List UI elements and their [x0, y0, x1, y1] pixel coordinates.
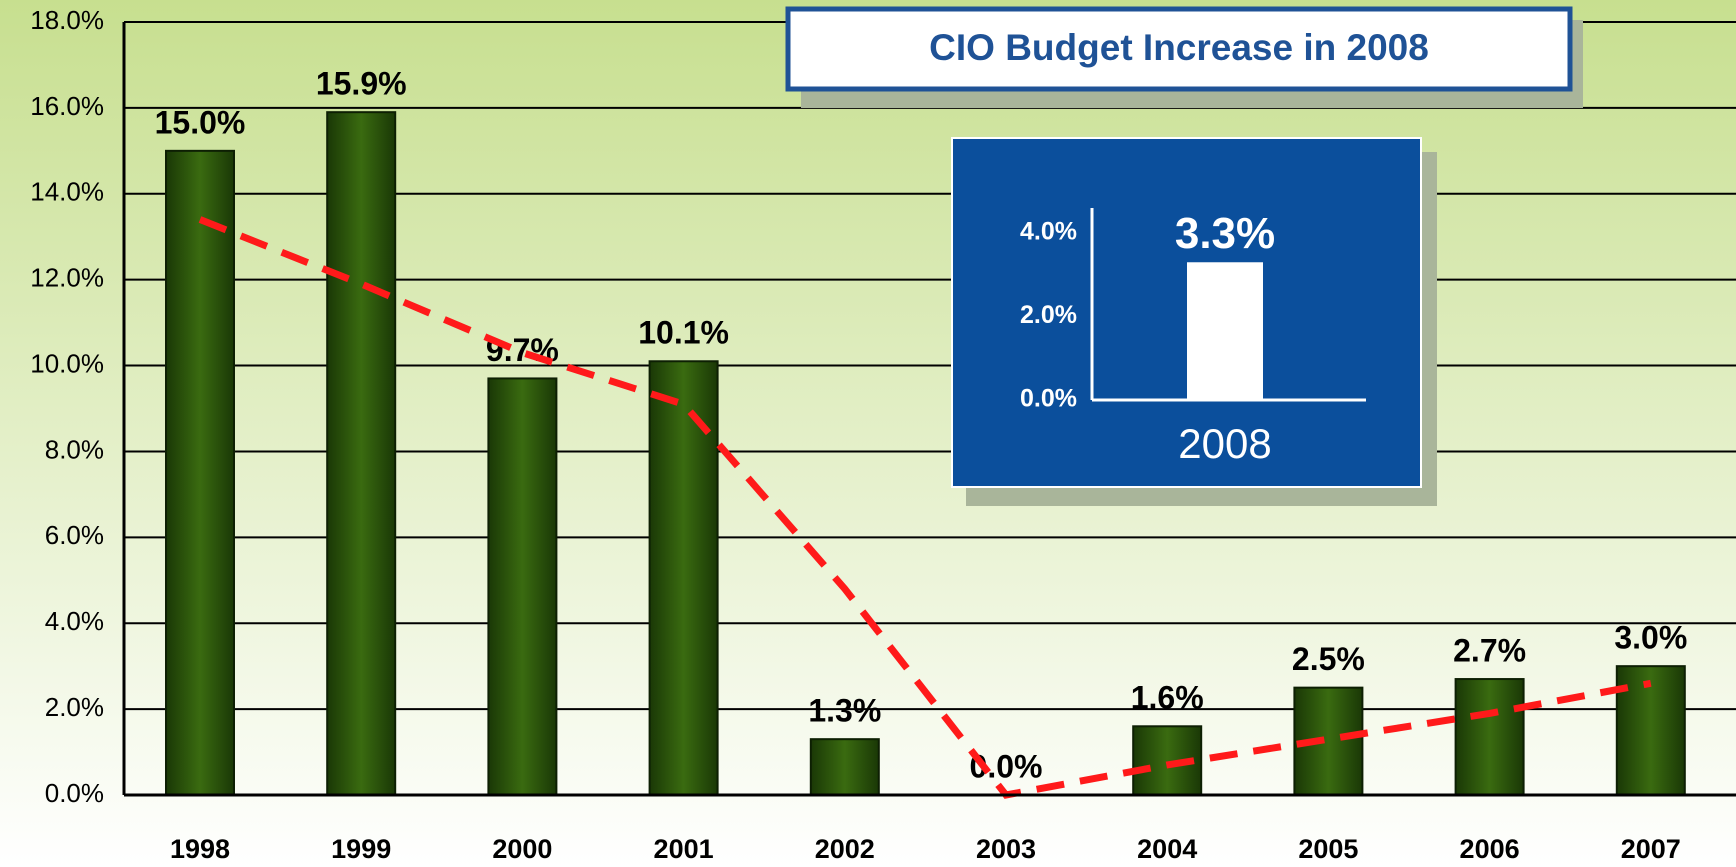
data-label: 3.3%	[1175, 209, 1275, 258]
x-tick-label: 2001	[654, 834, 714, 864]
y-tick-label: 12.0%	[30, 263, 104, 293]
y-tick-label: 16.0%	[30, 91, 104, 121]
bar	[326, 111, 397, 796]
bar	[1615, 665, 1686, 797]
x-tick-label: 2004	[1137, 834, 1197, 864]
y-tick-label: 4.0%	[45, 606, 104, 636]
y-tick-label: 10.0%	[30, 348, 104, 378]
y-tick-label: 6.0%	[45, 520, 104, 550]
x-tick-label: 1999	[331, 834, 391, 864]
x-tick-label: 1998	[170, 834, 230, 864]
data-label: 2.7%	[1453, 633, 1526, 669]
bar	[809, 738, 880, 797]
y-tick-label: 2.0%	[1020, 301, 1077, 329]
x-tick-label: 2003	[976, 834, 1036, 864]
bar	[165, 149, 235, 797]
x-tick-label: 2006	[1460, 834, 1520, 864]
data-label: 10.1%	[638, 315, 729, 351]
x-tick-label: 2002	[815, 834, 875, 864]
bar	[1454, 678, 1525, 796]
x-tick-label: 2007	[1621, 834, 1681, 864]
inset-chart: 0.0% 2.0% 4.0% 2008 3.3%	[1020, 208, 1366, 467]
x-tick-label: 2008	[1178, 420, 1271, 467]
y-tick-label: 0.0%	[1020, 385, 1077, 413]
y-tick-label: 4.0%	[1020, 218, 1077, 246]
bar	[487, 377, 558, 796]
data-label: 1.3%	[808, 693, 881, 729]
x-tick-label: 2000	[492, 834, 552, 864]
data-label: 3.0%	[1614, 620, 1687, 656]
y-tick-label: 18.0%	[30, 5, 104, 35]
data-label: 1.6%	[1131, 680, 1204, 716]
data-label: 2.5%	[1292, 641, 1365, 677]
trend-line	[198, 216, 1652, 799]
y-tick-label: 0.0%	[45, 778, 104, 808]
x-tick-label: 2005	[1298, 834, 1358, 864]
inset-panel	[951, 137, 1422, 488]
y-tick-label: 8.0%	[45, 434, 104, 464]
title-box	[785, 6, 1573, 92]
data-label: 15.9%	[316, 66, 407, 102]
bar	[1187, 262, 1263, 400]
chart-title: CIO Budget Increase in 2008	[929, 27, 1429, 68]
data-label: 15.0%	[155, 104, 246, 140]
y-tick-label: 2.0%	[45, 692, 104, 722]
y-tick-label: 14.0%	[30, 177, 104, 207]
